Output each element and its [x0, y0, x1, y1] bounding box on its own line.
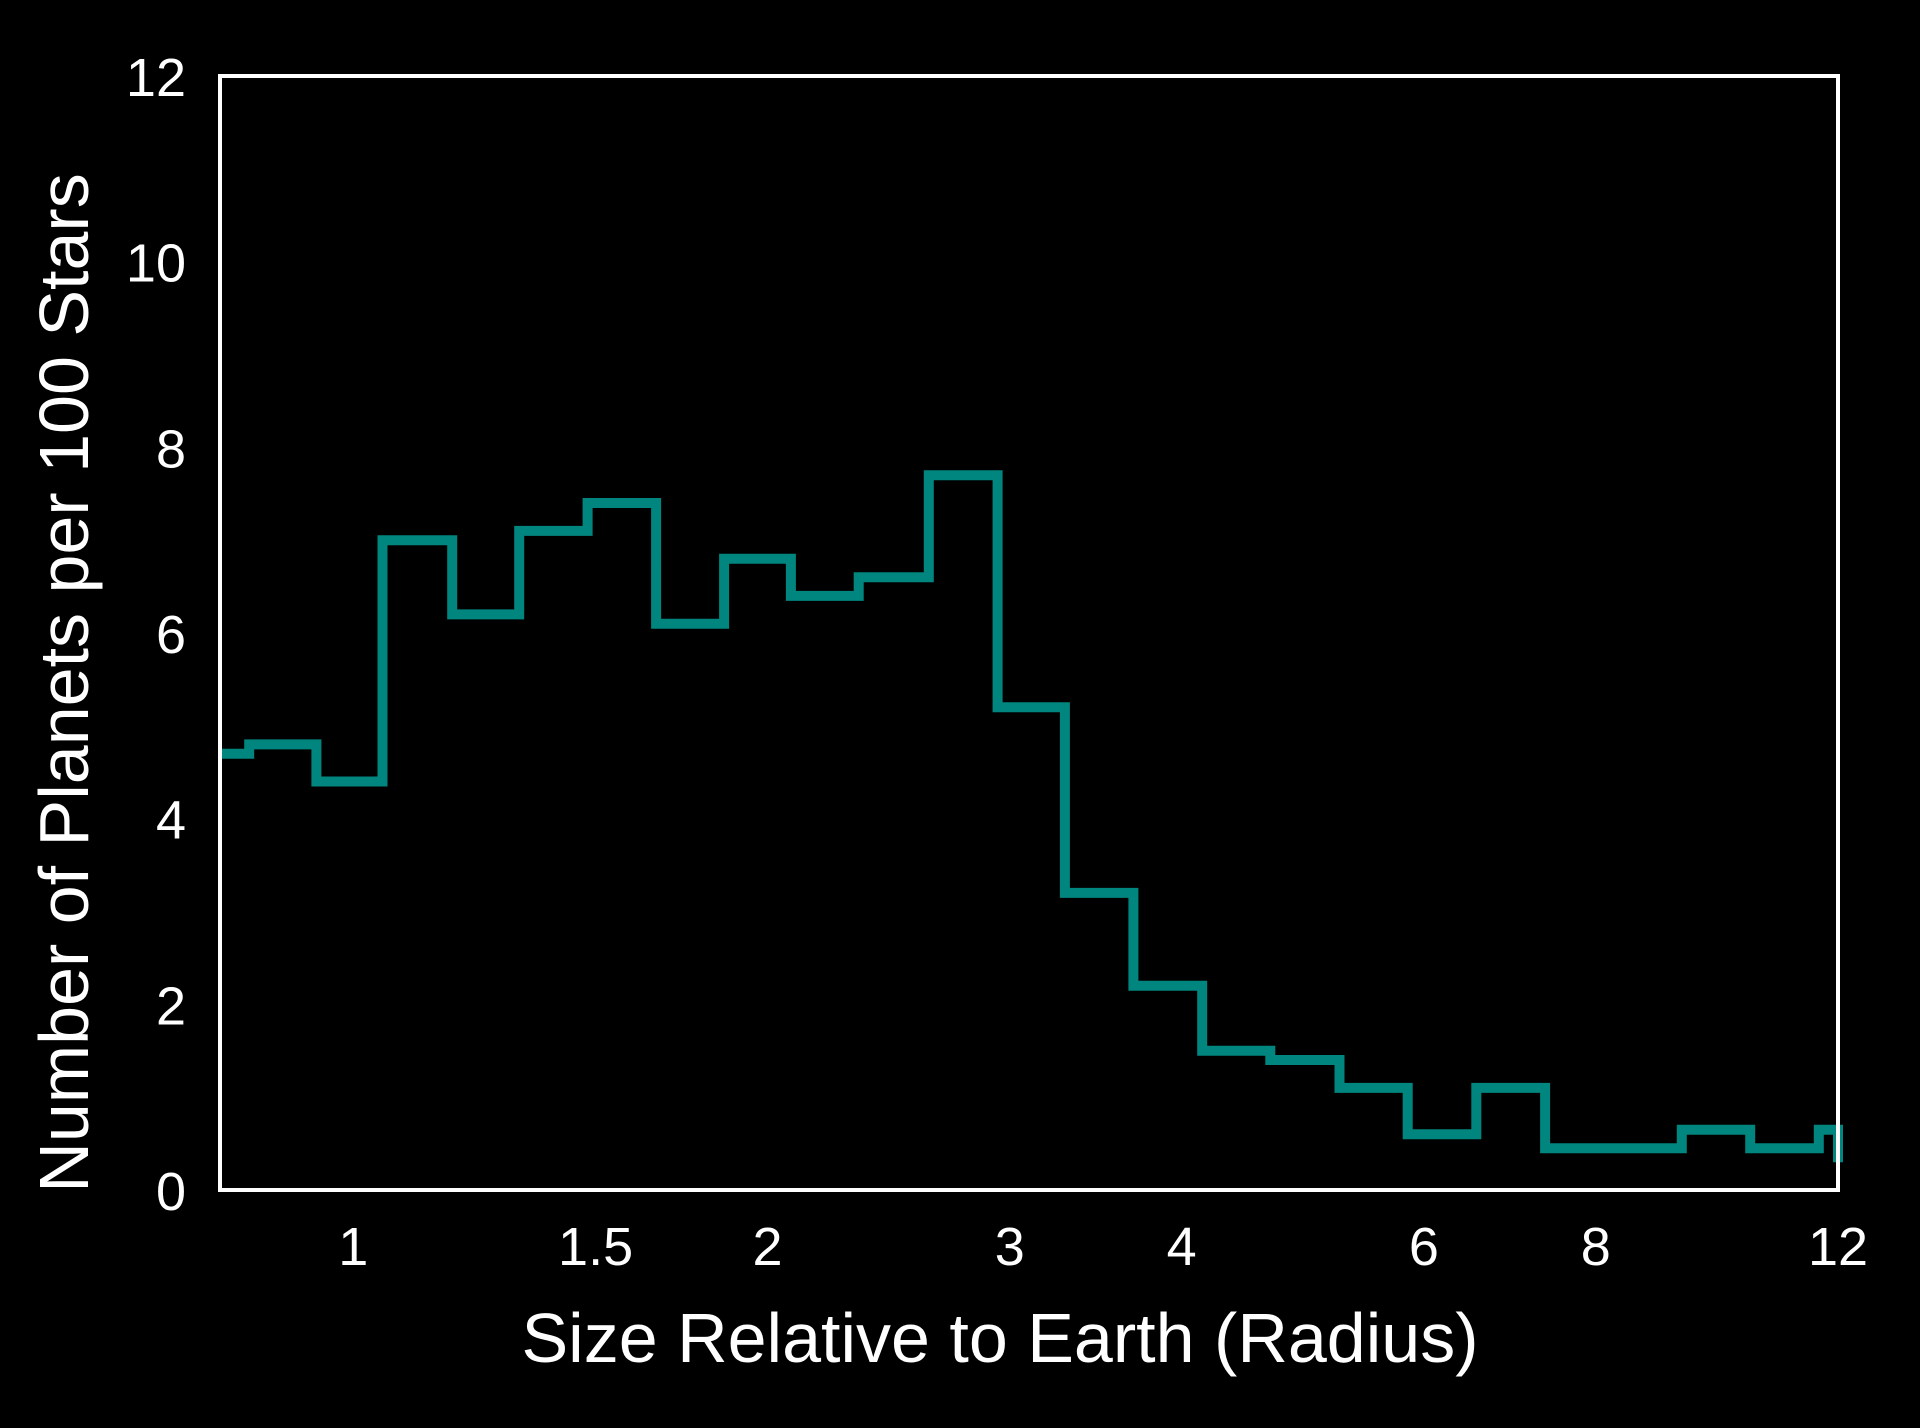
plot-area — [220, 470, 1843, 1163]
x-axis-title: Size Relative to Earth (Radius) — [521, 1299, 1478, 1377]
y-tick-label: 0 — [156, 1162, 186, 1222]
y-tick-label: 6 — [156, 605, 186, 665]
x-tick-label: 6 — [1409, 1217, 1439, 1277]
y-axis-ticks: 0 2 4 6 8 10 12 — [126, 48, 186, 1222]
x-tick-label: 12 — [1808, 1217, 1868, 1277]
plot-frame — [218, 74, 1840, 1192]
y-tick-label: 8 — [156, 419, 186, 479]
y-tick-label: 12 — [126, 48, 186, 108]
x-tick-label: 1 — [338, 1217, 368, 1277]
x-tick-label: 3 — [995, 1217, 1025, 1277]
y-axis-title: Number of Planets per 100 Stars — [25, 173, 103, 1192]
x-tick-label: 4 — [1167, 1217, 1197, 1277]
y-tick-label: 2 — [156, 976, 186, 1036]
y-tick-label: 10 — [126, 234, 186, 294]
series-step-line — [220, 470, 1843, 1163]
x-tick-label: 8 — [1581, 1217, 1611, 1277]
y-tick-label: 4 — [156, 791, 186, 851]
x-tick-label: 1.5 — [558, 1217, 633, 1277]
x-tick-label: 2 — [752, 1217, 782, 1277]
x-axis-ticks: 1 1.5 2 3 4 6 8 12 — [338, 1217, 1868, 1277]
